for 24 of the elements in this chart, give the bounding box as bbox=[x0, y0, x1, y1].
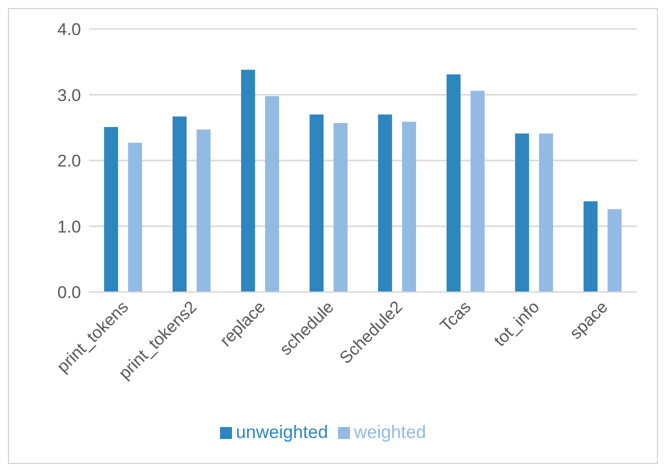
bar bbox=[470, 90, 485, 292]
bar bbox=[515, 134, 530, 292]
y-tick-label: 1.0 bbox=[57, 217, 81, 236]
bar bbox=[446, 74, 461, 292]
bar bbox=[241, 70, 256, 292]
legend-label: weighted bbox=[354, 422, 426, 442]
bar bbox=[310, 114, 324, 292]
bar bbox=[402, 122, 416, 292]
y-tick-label: 0.0 bbox=[57, 283, 81, 302]
bar bbox=[539, 134, 554, 292]
bar bbox=[608, 209, 622, 292]
y-tick-label: 3.0 bbox=[57, 86, 81, 105]
bar bbox=[265, 96, 280, 292]
legend-label: unweighted bbox=[236, 422, 328, 442]
x-tick-label: Tcas bbox=[436, 297, 475, 336]
bar bbox=[584, 201, 598, 292]
bar bbox=[172, 116, 187, 292]
bar bbox=[334, 123, 348, 292]
y-tick-label: 2.0 bbox=[57, 152, 81, 171]
bar bbox=[378, 114, 392, 292]
bar bbox=[104, 126, 118, 292]
bar bbox=[128, 142, 142, 292]
y-tick-label: 4.0 bbox=[57, 20, 81, 40]
bar bbox=[196, 130, 211, 292]
